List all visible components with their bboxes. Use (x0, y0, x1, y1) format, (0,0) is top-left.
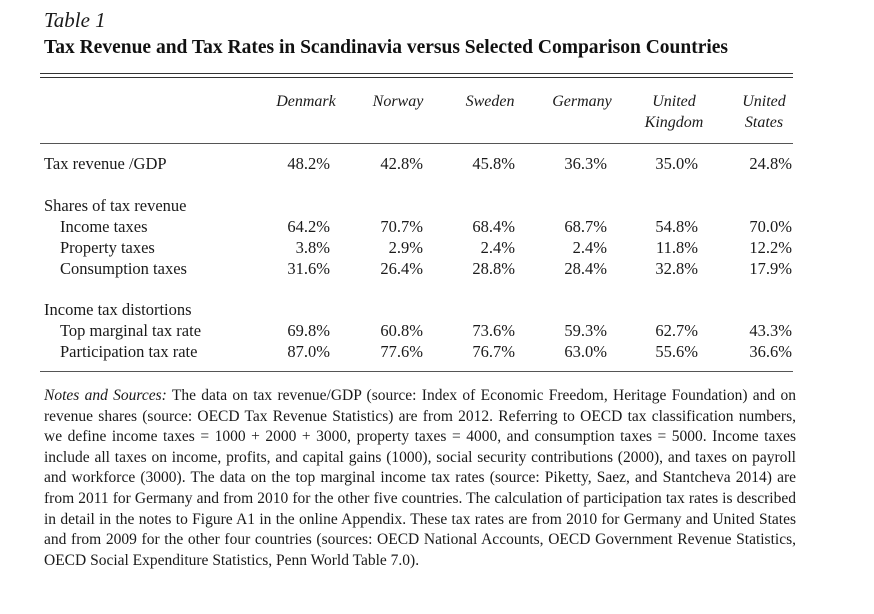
table-cell: 45.8% (472, 154, 515, 173)
column-header-germany: Germany (544, 91, 620, 112)
table-cell: 24.8% (749, 154, 792, 173)
column-header-line2: Germany (552, 93, 612, 110)
table-cell: 64.2% (287, 217, 330, 236)
table-cell: 31.6% (287, 259, 330, 278)
table-row: Consumption taxes 31.6% 26.4% 28.8% 28.4… (0, 258, 874, 279)
table-cell: 87.0% (287, 342, 330, 361)
table-cell: 63.0% (564, 342, 607, 361)
table-cell: 60.8% (380, 321, 423, 340)
column-header-norway: Norway (362, 91, 434, 112)
table-row: Top marginal tax rate 69.8% 60.8% 73.6% … (0, 320, 874, 341)
table-notes: Notes and Sources: The data on tax reven… (44, 386, 796, 571)
table-cell: 69.8% (287, 321, 330, 340)
column-header-line2: Sweden (465, 93, 515, 110)
column-header-sweden: Sweden (454, 91, 526, 112)
bottom-rule (40, 371, 793, 372)
table-cell: 55.6% (655, 342, 698, 361)
table-cell: 17.9% (749, 259, 792, 278)
table-cell: 76.7% (472, 342, 515, 361)
table-cell: 28.8% (472, 259, 515, 278)
column-header-line2: States (744, 114, 784, 131)
table-section-heading: Shares of tax revenue (0, 195, 874, 216)
top-rule (40, 73, 793, 74)
column-header-united-kingdom: United Kingdom (636, 91, 712, 133)
column-header-united-states: United States (728, 91, 800, 133)
table-cell: 26.4% (380, 259, 423, 278)
top-rule-second (40, 77, 793, 78)
notes-body: The data on tax revenue/GDP (source: Ind… (44, 387, 796, 569)
row-label: Participation tax rate (60, 342, 198, 361)
table-cell: 12.2% (749, 238, 792, 257)
table-cell: 36.6% (749, 342, 792, 361)
header-rule (40, 143, 793, 144)
table-cell: 54.8% (655, 217, 698, 236)
table-cell: 2.4% (572, 238, 607, 257)
column-header-denmark: Denmark (270, 91, 342, 112)
row-label: Consumption taxes (60, 259, 187, 278)
table-cell: 36.3% (564, 154, 607, 173)
table-cell: 59.3% (564, 321, 607, 340)
column-header-line1: United (652, 93, 696, 110)
table-cell: 2.4% (480, 238, 515, 257)
notes-lead: Notes and Sources: (44, 387, 167, 404)
section-label: Income tax distortions (44, 300, 192, 319)
table-label: Table 1 (44, 8, 106, 32)
table-cell: 42.8% (380, 154, 423, 173)
table-cell: 2.9% (388, 238, 423, 257)
column-header-line2: Kingdom (644, 114, 704, 131)
table-cell: 32.8% (655, 259, 698, 278)
table-cell: 70.7% (380, 217, 423, 236)
table-cell: 70.0% (749, 217, 792, 236)
table-row: Income taxes 64.2% 70.7% 68.4% 68.7% 54.… (0, 216, 874, 237)
table-title: Tax Revenue and Tax Rates in Scandinavia… (44, 37, 729, 58)
table-cell: 68.4% (472, 217, 515, 236)
table-row: Tax revenue /GDP 48.2% 42.8% 45.8% 36.3%… (0, 153, 874, 174)
table-cell: 28.4% (564, 259, 607, 278)
table-cell: 3.8% (295, 238, 330, 257)
table-cell: 73.6% (472, 321, 515, 340)
row-label: Tax revenue /GDP (44, 154, 167, 173)
table-cell: 35.0% (655, 154, 698, 173)
table-section-heading: Income tax distortions (0, 299, 874, 320)
row-label: Income taxes (60, 217, 148, 236)
table-cell: 77.6% (380, 342, 423, 361)
table-row: Participation tax rate 87.0% 77.6% 76.7%… (0, 341, 874, 362)
table-cell: 62.7% (655, 321, 698, 340)
table-cell: 43.3% (749, 321, 792, 340)
row-label: Top marginal tax rate (60, 321, 202, 340)
section-label: Shares of tax revenue (44, 196, 187, 215)
column-header-line2: Norway (372, 93, 424, 110)
table-cell: 68.7% (564, 217, 607, 236)
column-header-line2: Denmark (276, 93, 336, 110)
row-label: Property taxes (60, 238, 155, 257)
table-row: Property taxes 3.8% 2.9% 2.4% 2.4% 11.8%… (0, 237, 874, 258)
table-cell: 48.2% (287, 154, 330, 173)
column-header-line1: United (742, 93, 786, 110)
table-cell: 11.8% (655, 238, 698, 257)
